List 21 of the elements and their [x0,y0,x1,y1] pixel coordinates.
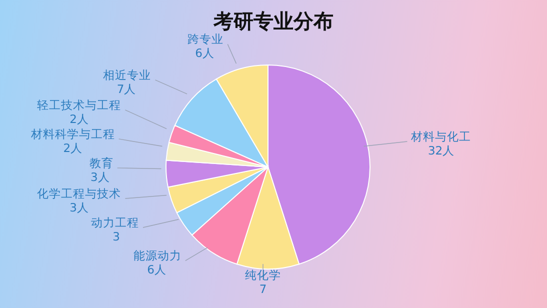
slice-label: 动力工程 [90,215,139,230]
slice-label: 材料与化工 [410,129,472,144]
data-label: 3 [112,229,120,244]
slice-label: 相近专业 [103,68,152,82]
data-label: 6人 [195,46,214,60]
data-label: 3人 [70,200,89,214]
data-label: 7人 [116,82,136,96]
data-label: 6人 [147,262,166,277]
data-label: 7 [259,282,267,296]
slice-label: 教育 [89,156,114,170]
slice-label: 能源动力 [133,248,182,263]
slice-label: 轻工技术与工程 [37,98,122,112]
slice-label: 材料科学与工程 [30,126,115,141]
data-label: 3人 [90,170,110,184]
slice-label: 纯化学 [245,268,281,282]
data-label: 2人 [70,112,89,126]
data-label: 2人 [63,140,83,155]
data-label: 32人 [428,143,455,158]
chart-title: 考研专业分布 [212,8,334,34]
slice-label: 化学工程与技术 [37,186,122,200]
slice-label: 跨专业 [188,32,224,46]
